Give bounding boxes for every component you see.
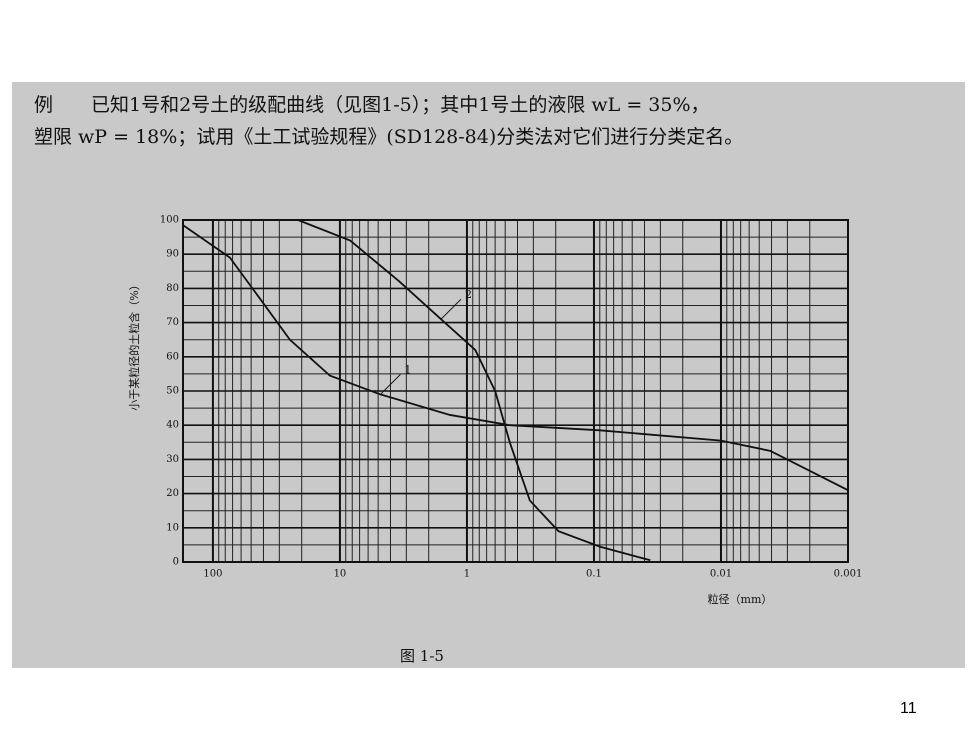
- x-axis-label: 粒径（mm）: [708, 592, 773, 606]
- y-tick-label: 40: [166, 420, 179, 431]
- text-line: 塑限 wP = 18%；试用《土工试验规程》(SD128-84)分类法对它们进行…: [34, 126, 744, 148]
- y-tick-label: 30: [166, 454, 179, 465]
- y-tick-label: 60: [166, 351, 179, 362]
- scanned-page: 例 已知1号和2号土的级配曲线（见图1-5）；其中1号土的液限 wL = 35%…: [12, 82, 965, 668]
- leader-line: [440, 298, 462, 320]
- x-tick-label: 0.1: [586, 569, 602, 580]
- text-line: 例 已知1号和2号土的级配曲线（见图1-5）；其中1号土的液限 wL = 35%…: [34, 94, 710, 116]
- y-tick-label: 20: [166, 488, 179, 499]
- y-tick-label: 80: [166, 283, 179, 294]
- y-tick-label: 100: [160, 215, 179, 226]
- x-tick-label: 100: [203, 569, 222, 580]
- curve: [182, 224, 849, 491]
- page-number: 11: [900, 700, 917, 717]
- y-tick-label: 90: [166, 249, 179, 260]
- legend-label: 1: [404, 363, 411, 376]
- x-tick-label: 10: [334, 569, 347, 580]
- curve: [297, 219, 651, 562]
- caption: 图 1-5: [400, 647, 444, 665]
- y-tick-label: 50: [166, 386, 179, 397]
- plot-frame: [182, 219, 849, 563]
- leader-line: [380, 374, 401, 395]
- x-tick-label: 0.001: [834, 569, 863, 580]
- y-tick-label: 10: [166, 522, 179, 533]
- x-tick-label: 0.01: [710, 569, 732, 580]
- y-axis-label: 小于某粒径的土粒含（%）: [127, 279, 141, 410]
- y-tick-label: 70: [166, 317, 179, 328]
- x-tick-label: 1: [464, 569, 470, 580]
- legend-label: 2: [465, 288, 472, 301]
- y-tick-label: 0: [173, 557, 179, 568]
